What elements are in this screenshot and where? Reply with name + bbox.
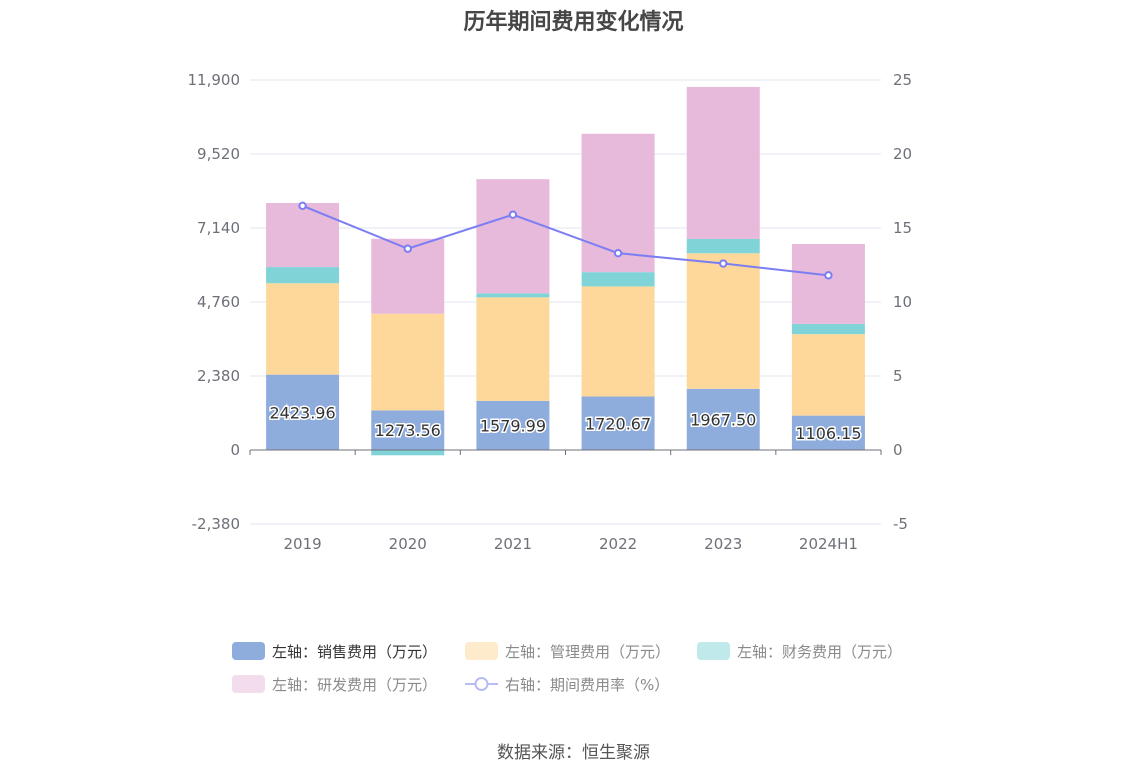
legend-layer: 左轴：销售费用（万元） 左轴：管理费用（万元） 左轴：财务费用（万元） 左轴：研发费用… bbox=[232, 642, 902, 694]
bar-admin bbox=[476, 297, 550, 401]
bar-finance bbox=[791, 323, 865, 335]
left-axis-tick-label: -2,380 bbox=[192, 515, 240, 533]
bar-admin bbox=[791, 334, 865, 416]
x-axis-tick-label: 2021 bbox=[494, 535, 532, 553]
rate-point bbox=[824, 271, 833, 280]
rate-point bbox=[719, 259, 728, 268]
legend-swatch bbox=[465, 642, 498, 660]
bar-finance bbox=[581, 272, 655, 287]
rate-point bbox=[613, 248, 623, 258]
bar-sales bbox=[686, 388, 760, 450]
right-axis-tick-label: -5 bbox=[893, 515, 908, 533]
x-axis-tick-label: 2024H1 bbox=[799, 535, 858, 553]
bar-rd bbox=[791, 243, 865, 324]
right-axis-tick-label: 10 bbox=[893, 293, 912, 311]
left-axis-tick-label: 2,380 bbox=[197, 367, 240, 385]
x-axis-tick-label: 2022 bbox=[599, 535, 637, 553]
axis-layer: -2,380 0 2,380 4,760 7,140 9,520 11,900 -5 0 5 10 1… bbox=[188, 71, 913, 553]
legend-swatch bbox=[232, 642, 265, 660]
bar-layer bbox=[266, 86, 865, 456]
left-axis-tick-label: 0 bbox=[230, 441, 240, 459]
label-layer: 2423.96 1273.56 1579.99 1720.67 1967.50 1106.… bbox=[268, 402, 863, 444]
bar-admin bbox=[371, 313, 445, 411]
legend-label: 左轴：管理费用（万元） bbox=[505, 643, 670, 661]
legend-label: 右轴：期间费用率（%） bbox=[505, 676, 669, 694]
sales-value-label: 1720.67 bbox=[585, 414, 651, 433]
legend-swatch bbox=[697, 642, 730, 660]
left-axis-tick-label: 7,140 bbox=[197, 219, 240, 237]
right-axis-tick-label: 0 bbox=[893, 441, 903, 459]
bar-finance bbox=[371, 450, 445, 456]
sales-value-label: 2423.96 bbox=[269, 403, 335, 422]
rate-point bbox=[403, 244, 412, 253]
bar-sales bbox=[581, 396, 655, 450]
bar-rd bbox=[266, 203, 340, 268]
right-axis-tick-label: 20 bbox=[893, 145, 912, 163]
bar-finance bbox=[266, 267, 340, 284]
legend-label: 左轴：研发费用（万元） bbox=[272, 676, 437, 694]
sales-value-label: 1967.50 bbox=[690, 410, 756, 429]
bar-sales bbox=[266, 374, 340, 450]
bar-admin bbox=[686, 253, 760, 389]
legend-swatch-marker bbox=[474, 677, 489, 691]
bar-sales bbox=[371, 410, 445, 450]
sales-value-label: 1273.56 bbox=[375, 421, 441, 440]
legend-item-rd: 左轴：研发费用（万元） bbox=[232, 675, 437, 694]
source-note: 数据来源：恒生聚源 bbox=[497, 743, 650, 763]
x-axis-tick-label: 2020 bbox=[389, 535, 427, 553]
legend-swatch bbox=[232, 675, 265, 693]
left-axis-tick-label: 4,760 bbox=[197, 293, 240, 311]
legend-label: 左轴：销售费用（万元） bbox=[272, 643, 437, 661]
legend-item-rate: 右轴：期间费用率（%） bbox=[465, 676, 669, 694]
x-axis-tick-label: 2019 bbox=[283, 535, 321, 553]
legend-item-admin: 左轴：管理费用（万元） bbox=[465, 642, 670, 661]
legend-label: 左轴：财务费用（万元） bbox=[737, 643, 902, 661]
bar-admin bbox=[581, 286, 655, 397]
right-axis-tick-label: 25 bbox=[893, 71, 912, 89]
bar-admin bbox=[266, 283, 340, 375]
sales-value-label: 1106.15 bbox=[795, 424, 861, 443]
sales-value-label: 1579.99 bbox=[480, 416, 546, 435]
x-axis-tick-label: 2023 bbox=[704, 535, 742, 553]
line-layer bbox=[298, 201, 833, 280]
legend-item-finance: 左轴：财务费用（万元） bbox=[697, 642, 902, 661]
bar-rd bbox=[476, 179, 550, 294]
rate-point bbox=[298, 201, 307, 211]
bar-finance bbox=[476, 293, 550, 298]
right-axis-tick-label: 15 bbox=[893, 219, 912, 237]
rate-point bbox=[508, 210, 518, 219]
left-axis-tick-label: 11,900 bbox=[188, 71, 241, 89]
chart-title: 历年期间费用变化情况 bbox=[463, 10, 684, 35]
legend-item-sales: 左轴：销售费用（万元） bbox=[232, 642, 437, 661]
bar-sales bbox=[791, 415, 865, 450]
bar-sales bbox=[476, 400, 550, 450]
bar-finance bbox=[686, 238, 760, 254]
grid-layer bbox=[250, 79, 881, 525]
rate-line bbox=[302, 204, 829, 277]
bar-rd bbox=[686, 86, 760, 239]
left-axis-tick-label: 9,520 bbox=[197, 145, 240, 163]
right-axis-tick-label: 5 bbox=[893, 367, 903, 385]
